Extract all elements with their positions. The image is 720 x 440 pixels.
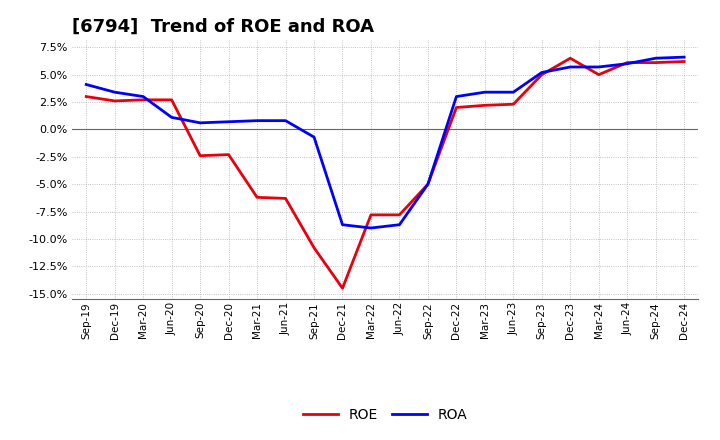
ROE	[423, 182, 432, 187]
ROA	[480, 89, 489, 95]
ROA	[595, 64, 603, 70]
ROA	[537, 70, 546, 75]
Text: [6794]  Trend of ROE and ROA: [6794] Trend of ROE and ROA	[72, 17, 374, 35]
ROA	[509, 89, 518, 95]
ROE	[366, 212, 375, 217]
ROE	[282, 196, 290, 201]
ROE	[338, 286, 347, 291]
ROA	[452, 94, 461, 99]
ROE	[623, 60, 631, 65]
Line: ROA: ROA	[86, 57, 684, 228]
ROA	[225, 119, 233, 125]
ROA	[82, 82, 91, 87]
ROE	[595, 72, 603, 77]
ROE	[310, 245, 318, 250]
ROE	[652, 60, 660, 65]
ROA	[253, 118, 261, 123]
ROA	[310, 135, 318, 140]
ROA	[110, 89, 119, 95]
ROE	[225, 152, 233, 157]
ROE	[452, 105, 461, 110]
ROA	[366, 225, 375, 231]
ROE	[566, 55, 575, 61]
Line: ROE: ROE	[86, 58, 684, 288]
ROA	[282, 118, 290, 123]
ROA	[623, 61, 631, 66]
ROE	[509, 102, 518, 107]
ROE	[196, 153, 204, 158]
ROE	[110, 98, 119, 103]
ROE	[395, 212, 404, 217]
ROE	[680, 59, 688, 64]
ROE	[82, 94, 91, 99]
Legend: ROE, ROA: ROE, ROA	[297, 402, 473, 427]
ROA	[423, 182, 432, 187]
ROE	[537, 72, 546, 77]
ROE	[139, 97, 148, 103]
ROE	[480, 103, 489, 108]
ROA	[167, 115, 176, 120]
ROA	[652, 55, 660, 61]
ROA	[680, 55, 688, 60]
ROE	[253, 194, 261, 200]
ROE	[167, 97, 176, 103]
ROA	[338, 222, 347, 227]
ROA	[139, 94, 148, 99]
ROA	[196, 120, 204, 125]
ROA	[395, 222, 404, 227]
ROA	[566, 64, 575, 70]
